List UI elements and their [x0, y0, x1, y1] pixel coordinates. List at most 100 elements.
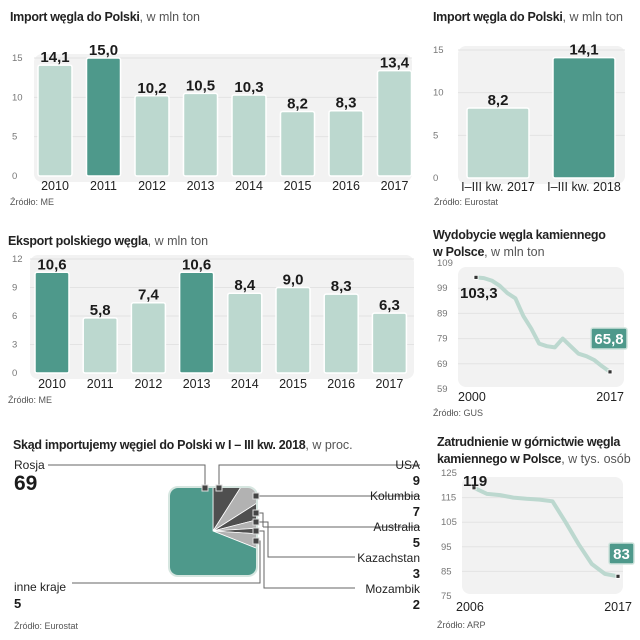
import_annual-xtick: 2013 [187, 179, 215, 193]
marker-inne [252, 537, 260, 545]
import-quarters-source: Źródło: Eurostat [434, 197, 499, 207]
export_annual-value-label: 10,6 [37, 256, 66, 273]
import_annual-xtick: 2012 [138, 179, 166, 193]
export_annual-xtick: 2014 [231, 377, 259, 391]
pie-label-australia: Australia [373, 520, 420, 534]
pie-value-kazachstan: 3 [412, 566, 420, 581]
export_annual-bar [34, 271, 70, 374]
production-xtick: 2017 [596, 390, 624, 404]
pie-value-usa: 9 [412, 473, 420, 488]
import_annual-value-label: 8,3 [336, 95, 357, 112]
export_annual-ytick: 3 [12, 340, 17, 351]
production-end-badge [590, 327, 628, 350]
export_annual-ytick: 9 [12, 283, 17, 294]
export_annual-bar [323, 293, 359, 374]
export_annual-ytick: 0 [12, 368, 17, 379]
import_annual-value-label: 10,5 [186, 77, 215, 94]
import_annual-xtick: 2017 [381, 179, 409, 193]
marker-kazachstan [252, 518, 260, 526]
leader-line-rosja [48, 464, 206, 488]
production-ytick: 109 [437, 258, 453, 269]
pie-value-rosja: 69 [14, 472, 38, 495]
import_annual-xtick: 2014 [235, 179, 263, 193]
import_annual-bar [182, 92, 219, 177]
production-start-point [473, 274, 479, 280]
pie-group [170, 488, 256, 575]
employment-xtick: 2017 [604, 600, 632, 614]
export_annual-value-label: 8,3 [331, 278, 352, 295]
import_annual-value-label: 10,3 [234, 79, 263, 96]
export_annual-value-label: 7,4 [138, 287, 160, 304]
export_annual-xtick: 2017 [375, 377, 403, 391]
pie-slice-kolumbia [212, 488, 256, 532]
pie-label-kolumbia: Kolumbia [369, 489, 420, 503]
production-ytick: 89 [437, 308, 448, 319]
employment-ytick: 105 [441, 517, 457, 528]
import-annual-source: Źródło: ME [10, 197, 55, 207]
pie-slice-kazachstan [212, 500, 256, 532]
export_annual-ytick: 12 [12, 254, 23, 265]
production-ytick: 59 [437, 384, 448, 395]
pie-label-mozambik: Mozambik [365, 582, 420, 596]
leader-line-usa [218, 464, 420, 488]
import_annual-bar [37, 64, 73, 177]
employment-start-point [471, 485, 477, 491]
import_annual-ytick: 10 [12, 92, 23, 103]
employment-end-point [615, 573, 621, 579]
leader-line-kazachstan [256, 521, 355, 558]
export_annual-xtick: 2011 [87, 377, 114, 391]
import_annual-value-label: 14,1 [40, 49, 69, 66]
export_annual-value-label: 8,4 [234, 277, 256, 294]
production-title-line2: w Polsce, w mln ton [433, 245, 545, 259]
export_annual-ytick: 6 [12, 311, 17, 322]
export-source: Źródło: ME [8, 395, 53, 405]
import_annual-value-label: 15,0 [89, 42, 118, 59]
import_annual-bar [85, 57, 122, 177]
pie-label-inne: inne kraje [14, 580, 67, 594]
import_quarters-bar [466, 107, 530, 179]
import_annual-bar [134, 95, 170, 177]
production-ytick: 69 [437, 359, 448, 370]
employment-panel [462, 477, 623, 594]
export_annual-value-label: 10,6 [182, 256, 211, 273]
export_annual-xtick: 2016 [327, 377, 355, 391]
import_annual-bar [279, 110, 316, 177]
employment-title-line2: kamiennego w Polsce, w tys. osób [437, 452, 631, 466]
import_quarters-ytick: 5 [433, 130, 438, 141]
import_annual-value-label: 8,2 [287, 95, 308, 112]
import_quarters-ytick: 15 [433, 45, 444, 56]
pie-slice-australia [212, 488, 256, 532]
import_annual-ytick: 5 [12, 132, 17, 143]
import_quarters-xtick: I–III kw. 2018 [547, 180, 621, 194]
pie-slice-inne-kraje [212, 530, 256, 575]
production-ytick: 79 [437, 334, 448, 345]
pie-value-inne: 5 [14, 596, 22, 611]
import_annual-xtick: 2010 [41, 179, 69, 193]
pie-slice-rosja [170, 488, 256, 575]
pie-label-rosja: Rosja [14, 458, 45, 472]
employment-xtick: 2006 [456, 600, 484, 614]
pie-label-kazachstan: Kazachstan [357, 551, 420, 565]
marker-australia [252, 509, 260, 517]
export_annual-xtick: 2015 [279, 377, 307, 391]
import-quarters-title: Import węgla do Polski, w mln ton [433, 10, 623, 24]
import_quarters-value-label: 8,2 [488, 92, 509, 109]
marker-mozambik [252, 527, 260, 535]
pie-value-mozambik: 2 [412, 597, 420, 612]
export_annual-bar [130, 301, 167, 374]
pie-title: Skąd importujemy węgiel do Polski w I – … [13, 438, 353, 452]
production-xtick: 2000 [458, 390, 486, 404]
import_annual-xtick: 2015 [284, 179, 312, 193]
production-source: Źródło: GUS [433, 408, 484, 418]
export_annual-bar [178, 271, 215, 374]
export_annual-xtick: 2010 [38, 377, 66, 391]
export_annual-value-label: 5,8 [90, 302, 111, 319]
pie-slice-usa [212, 488, 256, 533]
employment-ytick: 75 [441, 591, 452, 602]
export_annual-value-label: 6,3 [379, 297, 400, 314]
export_annual-bar [227, 292, 263, 374]
production-ytick: 99 [437, 283, 448, 294]
pie-label-usa: USA [395, 458, 420, 472]
employment-ytick: 125 [441, 468, 457, 479]
